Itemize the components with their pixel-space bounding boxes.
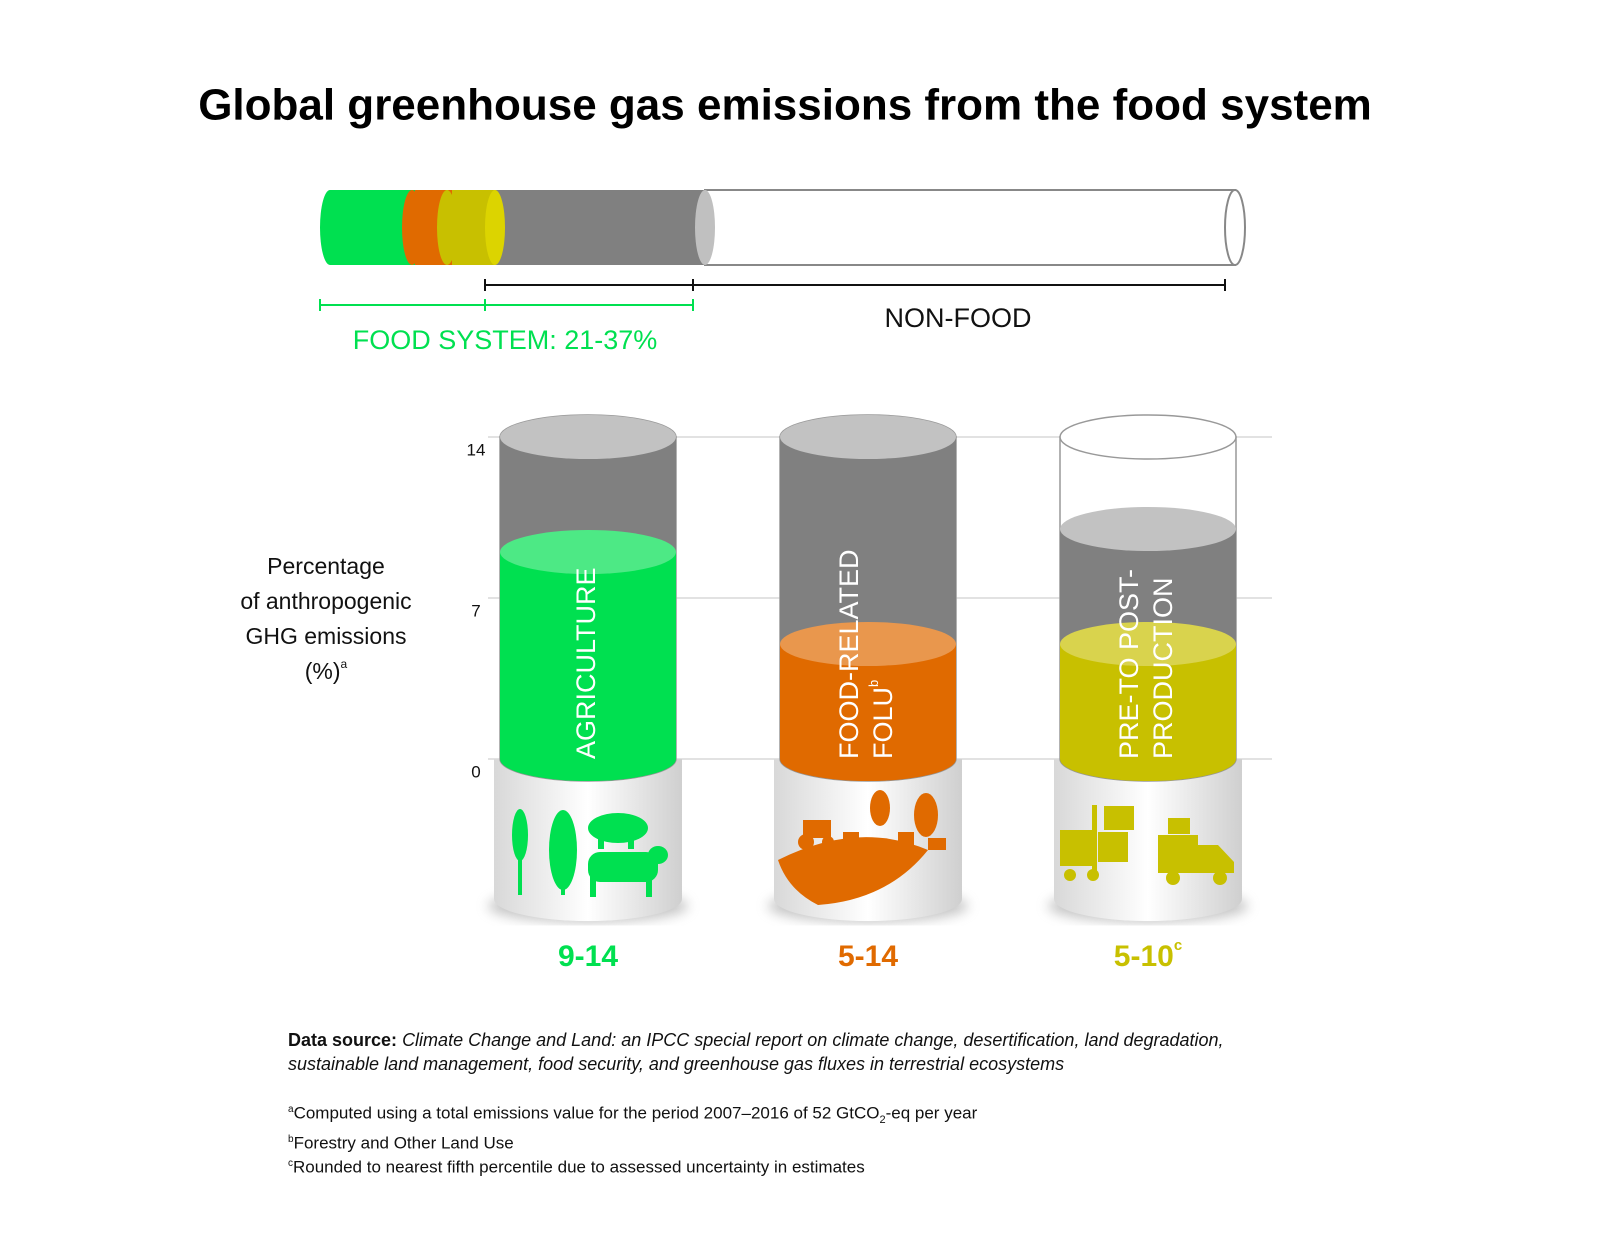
low-cylinder	[780, 622, 956, 781]
category-label: PRODUCTION	[1148, 578, 1178, 760]
category-label: PRE-TO POST-	[1114, 569, 1144, 759]
y-axis-label-line: of anthropogenic	[240, 588, 411, 614]
icon	[512, 809, 668, 897]
low-cylinder-top	[780, 622, 956, 666]
low-cylinder-body	[780, 644, 956, 781]
value-label-text: 5-14	[838, 940, 898, 973]
pedestal	[1054, 759, 1242, 921]
y-axis-label-line: Percentage	[267, 553, 385, 579]
footnote-text: Rounded to nearest fifth percentile due …	[293, 1157, 865, 1177]
footnotes: aComputed using a total emissions value …	[288, 1100, 977, 1177]
low-cylinder-body	[1060, 644, 1236, 781]
value-label: 5-14	[838, 940, 898, 973]
footnote-marker: c	[288, 1157, 293, 1169]
footnote-marker: c	[1174, 937, 1182, 954]
y-axis-label: Percentage of anthropogenic GHG emissions (…	[240, 553, 411, 684]
food-system-label: FOOD SYSTEM: 21-37%	[353, 325, 658, 355]
footnote: bForestry and Other Land Use	[288, 1130, 977, 1154]
footnote-text: Computed using a total emissions value f…	[293, 1103, 880, 1123]
footnote: aComputed using a total emissions value …	[288, 1100, 977, 1130]
low-cylinder-top	[1060, 622, 1236, 666]
value-label: 5-10c	[1114, 937, 1182, 973]
cylinder-chart: Percentage of anthropogenic GHG emissions (…	[240, 414, 1272, 973]
category-label: FOOD-RELATED	[834, 549, 864, 759]
data-source: Data source: Climate Change and Land: an…	[288, 1028, 1308, 1076]
y-tick-label: 14	[467, 440, 486, 459]
category-label: FOLUb	[866, 680, 898, 759]
footnote-marker: a	[341, 657, 348, 671]
category-label-line: FOLU	[868, 687, 898, 759]
source-text: Climate Change and Land: an IPCC special…	[288, 1030, 1224, 1074]
icon	[778, 790, 946, 905]
value-label-text: 5-10	[1114, 940, 1174, 973]
y-tick-label: 0	[471, 762, 480, 781]
category-label: AGRICULTURE	[571, 567, 601, 759]
footnote-subscript: 2	[879, 1114, 886, 1127]
category-label-line: FOOD-RELATED	[834, 549, 864, 759]
low-cylinder	[500, 530, 676, 781]
footnote: cRounded to nearest fifth percentile due…	[288, 1154, 977, 1178]
footnote-text: Forestry and Other Land Use	[293, 1133, 514, 1153]
summary-bar	[319, 189, 1246, 311]
low-cylinder	[1060, 622, 1236, 781]
title: Global greenhouse gas emissions from the…	[198, 81, 1372, 130]
category-label-line: PRODUCTION	[1148, 578, 1178, 760]
high-cylinder-top	[1060, 507, 1236, 551]
high-cylinder-top	[780, 415, 956, 459]
y-axis-label-line: GHG emissions	[245, 623, 406, 649]
high-cylinder-top	[500, 415, 676, 459]
source-label: Data source:	[288, 1030, 398, 1050]
low-cylinder-body	[500, 552, 676, 781]
footnote-marker: b	[866, 680, 881, 687]
outline-cylinder-top	[1059, 414, 1237, 460]
footnote-marker: b	[288, 1134, 294, 1146]
value-label-text: 9-14	[558, 940, 618, 973]
footnote-text: -eq per year	[885, 1103, 978, 1123]
category-label-line: AGRICULTURE	[571, 567, 601, 759]
y-tick-label: 7	[471, 601, 480, 620]
footnote-marker: a	[288, 1104, 294, 1115]
non-food-label: NON-FOOD	[885, 303, 1032, 333]
value-label: 9-14	[558, 940, 618, 973]
category-label-line: PRE-TO POST-	[1114, 569, 1144, 759]
y-axis-label-line: (%)	[305, 658, 341, 684]
icon	[1060, 805, 1234, 885]
low-cylinder-top	[500, 530, 676, 574]
